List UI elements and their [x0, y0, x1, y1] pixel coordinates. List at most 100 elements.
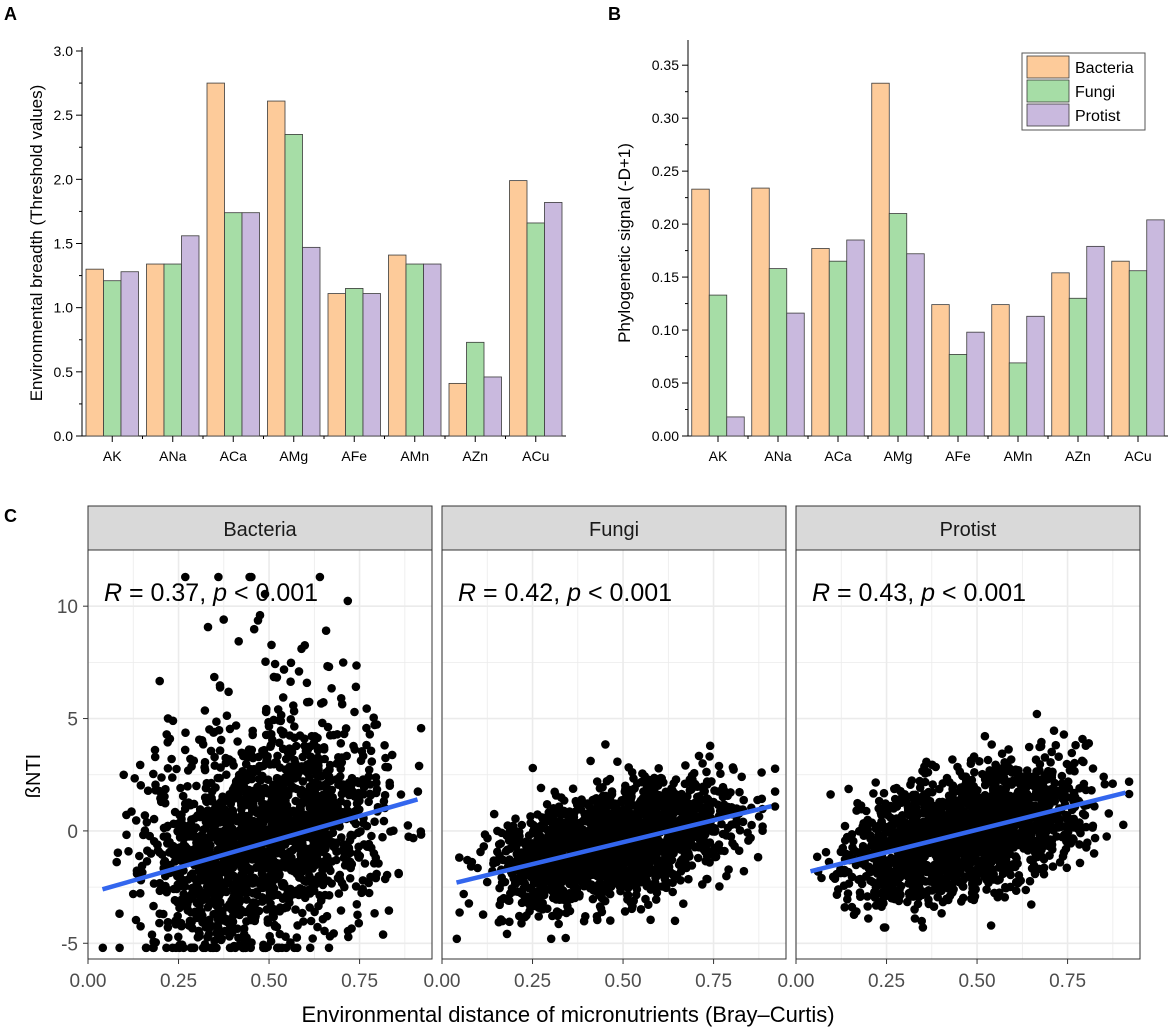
- data-point: [466, 862, 476, 871]
- data-point: [657, 774, 666, 783]
- data-point: [658, 882, 667, 891]
- data-point: [869, 789, 878, 798]
- data-point: [203, 933, 212, 942]
- panel-a-y-tick-label: 1.5: [54, 236, 74, 252]
- panel-b-x-tick-label-amn: AMn: [1004, 448, 1033, 464]
- data-point: [711, 852, 721, 862]
- data-point: [529, 879, 539, 888]
- data-point: [653, 845, 663, 854]
- data-point: [655, 791, 664, 800]
- data-point: [731, 817, 741, 827]
- data-point: [549, 812, 558, 821]
- data-point: [313, 733, 322, 743]
- data-point: [719, 786, 729, 795]
- data-point: [283, 786, 292, 796]
- panel-a-bar-protist-amg: [302, 246, 321, 437]
- x-tick-label: 0.00: [70, 971, 107, 992]
- data-point: [345, 848, 355, 858]
- data-point: [163, 764, 173, 773]
- data-point: [619, 818, 629, 828]
- data-point: [1062, 759, 1072, 769]
- data-point: [141, 943, 151, 953]
- panel-a-bar-fungi-ana: [163, 263, 182, 437]
- fit-line-fungi: [455, 804, 773, 885]
- data-point: [482, 877, 492, 887]
- data-point: [292, 943, 302, 953]
- data-point: [318, 865, 327, 875]
- panel-a-bar-fungi-amn: [405, 263, 424, 437]
- data-point: [739, 866, 749, 876]
- data-point: [261, 943, 271, 953]
- data-point: [693, 842, 703, 851]
- data-point: [654, 764, 663, 773]
- data-point: [281, 838, 290, 848]
- data-point: [334, 777, 343, 786]
- data-point: [336, 764, 346, 774]
- data-point: [701, 847, 710, 857]
- data-point: [665, 839, 674, 849]
- data-point: [870, 893, 880, 902]
- data-point: [214, 868, 224, 878]
- data-point: [292, 741, 301, 751]
- data-point: [219, 615, 228, 624]
- data-point: [982, 885, 991, 894]
- data-point: [519, 856, 529, 865]
- data-point: [298, 908, 307, 918]
- data-point: [685, 833, 695, 843]
- data-point: [840, 903, 849, 912]
- data-point: [1059, 730, 1069, 739]
- data-point: [163, 738, 172, 747]
- data-point: [864, 914, 873, 923]
- data-point: [550, 820, 559, 830]
- data-point: [372, 785, 382, 794]
- scatter-points-fungi: [452, 740, 780, 944]
- panel-b-x-tick-label-afe: AFe: [945, 448, 971, 464]
- data-point: [629, 774, 638, 783]
- data-point: [305, 773, 314, 782]
- data-point: [620, 864, 629, 873]
- data-point: [175, 878, 185, 887]
- data-point: [535, 848, 544, 857]
- data-point: [252, 766, 262, 776]
- legend-swatch-protist: [1026, 103, 1070, 127]
- data-point: [716, 769, 725, 778]
- data-point: [149, 769, 158, 779]
- data-point: [198, 918, 207, 927]
- data-point: [496, 895, 506, 905]
- panel-a-y-tick-label: 3.0: [54, 43, 74, 59]
- facet-panel-protist: [796, 550, 1140, 959]
- data-point: [298, 777, 308, 786]
- data-point: [146, 849, 156, 858]
- data-point: [324, 891, 334, 900]
- data-point: [323, 661, 332, 671]
- data-point: [714, 840, 724, 849]
- data-point: [220, 886, 230, 895]
- data-point: [328, 828, 338, 838]
- data-point: [313, 771, 322, 781]
- data-point: [198, 740, 208, 749]
- data-point: [680, 779, 690, 789]
- data-point: [539, 890, 549, 900]
- panel-a-y-tick-label: 2.5: [54, 107, 74, 123]
- data-point: [611, 804, 621, 813]
- data-point: [203, 622, 213, 632]
- data-point: [318, 718, 327, 728]
- panel-b-bar-bacteria-aca: [811, 248, 830, 437]
- data-point: [812, 852, 822, 862]
- panel-c-x-axis-title: Environmental distance of micronutrients…: [301, 1002, 834, 1027]
- data-point: [263, 814, 273, 823]
- data-point: [295, 731, 305, 740]
- data-point: [259, 761, 268, 771]
- data-point: [1078, 734, 1087, 744]
- data-point: [205, 725, 214, 734]
- panel-a-bar-fungi-ak: [103, 280, 122, 437]
- data-point: [272, 758, 281, 767]
- data-point: [726, 832, 736, 841]
- data-point: [281, 853, 291, 862]
- panel-b-bar-protist-acu: [1146, 219, 1165, 437]
- data-point: [212, 859, 221, 868]
- data-point: [517, 820, 527, 830]
- facet-strip-label-fungi: Fungi: [589, 519, 639, 541]
- data-point: [1083, 838, 1092, 847]
- data-point: [198, 825, 208, 835]
